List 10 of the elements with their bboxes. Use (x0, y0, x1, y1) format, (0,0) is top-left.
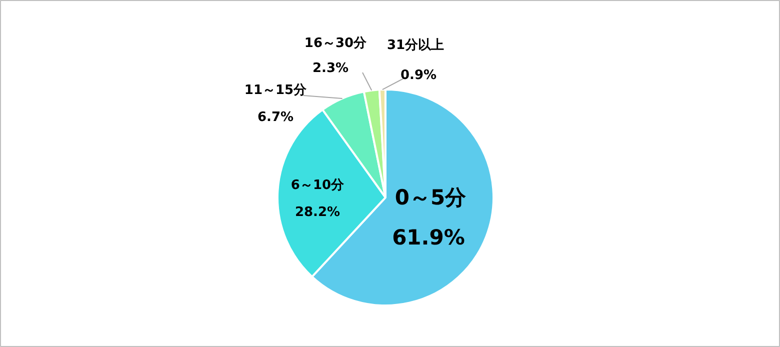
data-label: 61.9% (392, 226, 465, 250)
data-label: 6.7% (257, 110, 294, 125)
data-label: 28.2% (294, 205, 340, 220)
slice-label: 31分以上 (386, 38, 444, 53)
data-label: 0.9% (400, 68, 437, 83)
slice-label: 11～15分 (244, 83, 308, 98)
slice-label: 0～5分 (394, 186, 468, 210)
data-label: 2.3% (312, 61, 349, 76)
slice-label: 16～30分 (304, 36, 368, 51)
slice-label: 6～10分 (290, 178, 346, 193)
